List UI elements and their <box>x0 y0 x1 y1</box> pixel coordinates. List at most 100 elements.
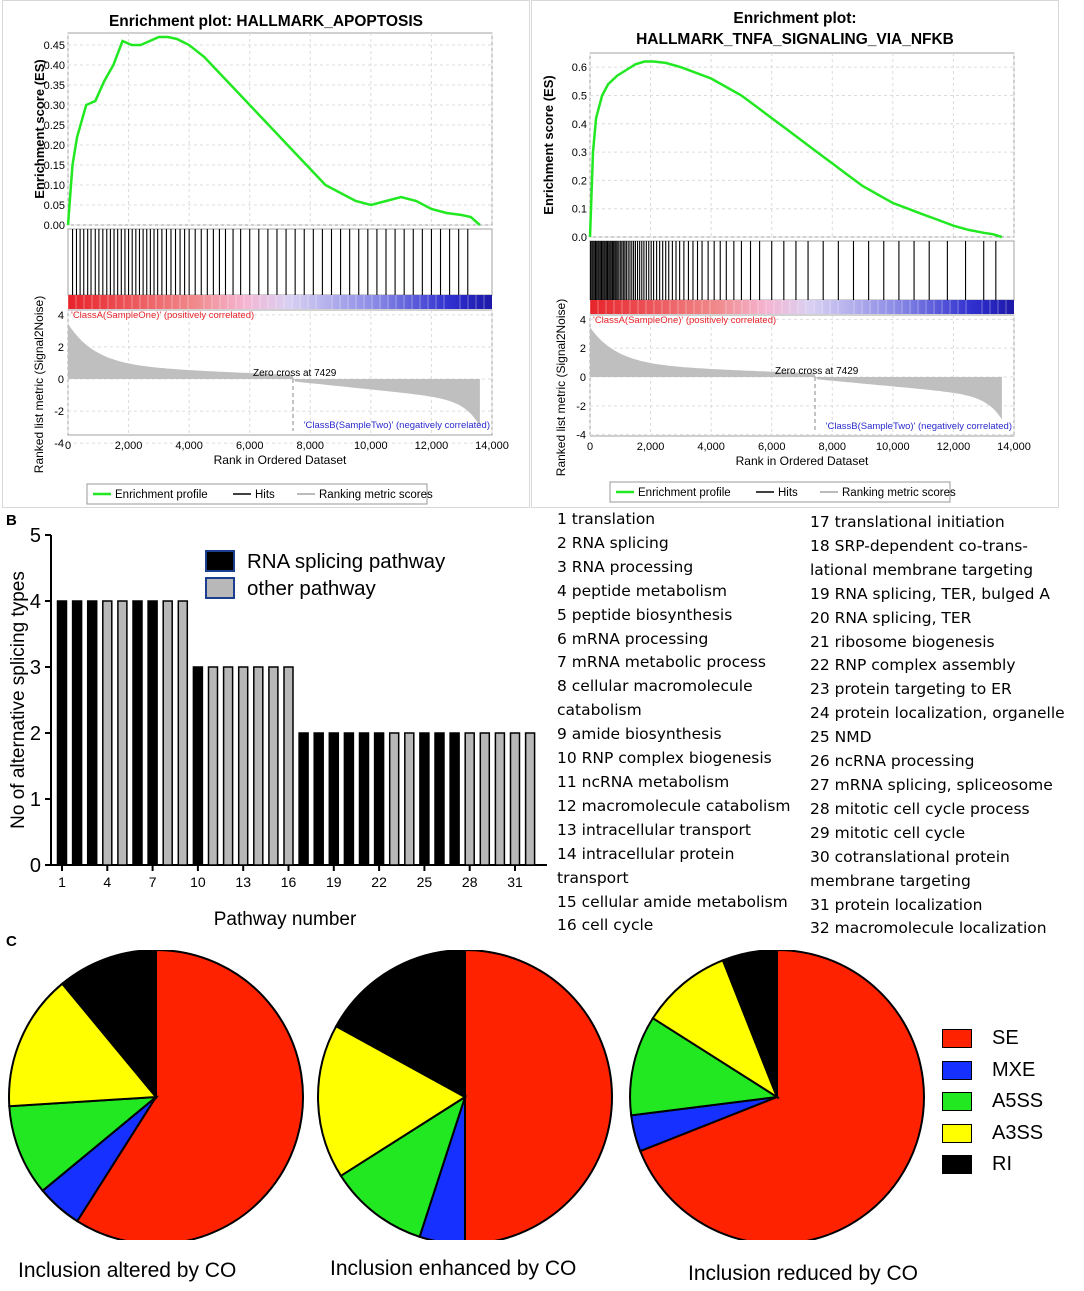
bar-ytick-label: 1 <box>30 789 41 811</box>
apoptosis-metric-ytick-label: 4 <box>58 310 64 322</box>
apoptosis-metric-ytick-label: 2 <box>58 342 64 354</box>
gsea-apoptosis-svg: 0.00 0.05 0.10 0.15 0.20 0.25 0.30 0.35 0.40 0.45… <box>32 32 509 505</box>
bar-pathway-29 <box>479 732 491 866</box>
pathway-col1-item: 7 mRNA metabolic process <box>557 653 766 672</box>
legend-item-se: SE <box>942 1023 1043 1055</box>
bar-xtick-label: 31 <box>507 874 523 890</box>
panel-c-label: C <box>6 933 17 950</box>
bar-xtick-label: 16 <box>281 874 297 890</box>
apoptosis-es-ytick-label: 0.45 <box>44 40 65 52</box>
apoptosis-xtick-label: 6,000 <box>236 440 264 452</box>
bar-xtick-label: 22 <box>371 874 387 890</box>
bar-pathway-12 <box>222 666 234 866</box>
bar-pathway-21 <box>358 732 370 866</box>
bar-pathway-16 <box>283 666 294 866</box>
apoptosis-xtick-label: 0 <box>65 440 71 452</box>
tnfa-positive-label: 'ClassA(SampleOne)' (positively correlat… <box>593 315 776 326</box>
legend-label-se: SE <box>992 1027 1019 1050</box>
apoptosis-es-ylabel: Enrichment score (ES) <box>32 59 47 198</box>
apoptosis-xtick-label: 14,000 <box>475 440 509 452</box>
pathway-col2-item: membrane targeting <box>810 871 971 890</box>
gsea-tnfa-title-line2: HALLMARK_TNFA_SIGNALING_VIA_NFKB <box>636 31 954 48</box>
pathway-list-col2: 17 translational initiation 18 SRP-depend… <box>810 511 1065 941</box>
gsea-tnfa-title-line1: Enrichment plot: <box>733 10 857 27</box>
bar-pathway-11 <box>207 666 219 866</box>
pathway-col1-item: 13 intracellular transport <box>557 820 751 839</box>
bar-pathway-23 <box>388 732 400 866</box>
bar-pathway-10 <box>192 666 204 866</box>
apoptosis-xtick-label: 8,000 <box>297 440 325 452</box>
apoptosis-legend-box <box>86 483 428 505</box>
pie-2-slice-a5ss <box>339 1094 467 1239</box>
pathway-col1-item: 11 ncRNA metabolism <box>557 772 730 791</box>
apoptosis-xtick-label: 2,000 <box>115 440 143 452</box>
tnfa-legend-box <box>609 481 951 503</box>
apoptosis-zero-cross-label: Zero cross at 7429 <box>253 368 337 379</box>
apoptosis-xlabel: Rank in Ordered Dataset <box>214 453 347 467</box>
pathway-col2-item: 21 ribosome biogenesis <box>810 632 995 651</box>
apoptosis-metric-ylabel: Ranked list metric (Signal2Noise) <box>32 296 46 473</box>
apoptosis-legend-hits-label: Hits <box>255 489 275 501</box>
tnfa-rank-color-bar <box>590 300 1014 314</box>
apoptosis-negative-label: 'ClassB(SampleTwo)' (negatively correlat… <box>304 420 490 431</box>
bar-pathway-26 <box>434 732 445 866</box>
bar-xlabel: Pathway number <box>214 909 357 930</box>
tnfa-xtick-label: 10,000 <box>876 441 910 453</box>
tnfa-metric-ytick-label: 0 <box>580 372 586 384</box>
bar-pathway-8 <box>162 600 173 866</box>
bar-ytick-label: 0 <box>30 855 41 877</box>
tnfa-es-curve <box>588 60 1003 239</box>
bar-legend-label-other: other pathway <box>247 577 377 600</box>
pathway-col2-item: 25 NMD <box>810 728 872 747</box>
legend-item-a3ss: A3SS <box>942 1118 1043 1150</box>
tnfa-metric-area <box>590 327 1002 420</box>
bar-pathway-15 <box>268 666 279 866</box>
pie-1-slice-a3ss <box>8 982 159 1108</box>
pathway-col1-item: 4 peptide metabolism <box>557 581 728 600</box>
tnfa-es-ytick-label: 0.3 <box>572 147 587 159</box>
bar-pathway-6 <box>132 600 143 866</box>
legend-label-ri: RI <box>992 1153 1012 1176</box>
pie-2-slice-se <box>464 950 613 1240</box>
pathway-col2-item: 32 macromolecule localization <box>810 919 1047 938</box>
pathway-col2-item: 29 mitotic cell cycle <box>810 823 966 842</box>
pathway-col1-item: transport <box>557 868 629 887</box>
apoptosis-metric-ytick-label: -2 <box>54 406 64 418</box>
apoptosis-es-ytick-label: 0.40 <box>44 60 65 72</box>
bar-pathway-31 <box>509 732 521 866</box>
bar-xtick-label: 10 <box>190 874 206 890</box>
bar-xtick-label: 19 <box>326 874 342 890</box>
bar-legend-swatch-splicing <box>205 550 235 572</box>
bar-pathway-7 <box>147 600 158 866</box>
pathway-col1-item: 15 cellular amide metabolism <box>557 892 788 911</box>
apoptosis-legend-es-label: Enrichment profile <box>115 489 208 501</box>
tnfa-zero-cross-label: Zero cross at 7429 <box>775 366 859 377</box>
tnfa-es-ytick-label: 0.5 <box>572 90 587 102</box>
tnfa-xtick-label: 4,000 <box>697 441 725 453</box>
tnfa-metric-ytick-label: -2 <box>576 401 586 413</box>
legend-item-mxe: MXE <box>942 1055 1043 1087</box>
tnfa-xtick-label: 0 <box>587 441 593 453</box>
bar-ytick-label: 4 <box>30 591 41 613</box>
pie-1-slice-a5ss <box>8 1095 160 1193</box>
pathway-col1-item: 1 translation <box>557 510 656 528</box>
pathway-col1-item: 10 RNP complex biogenesis <box>557 749 772 768</box>
apoptosis-positive-label: 'ClassA(SampleOne)' (positively correlat… <box>71 310 254 321</box>
pathway-col1-item: catabolism <box>557 701 642 720</box>
bar-pathway-9 <box>177 600 189 866</box>
tnfa-metric-ytick-label: -4 <box>576 430 586 442</box>
tnfa-hits-frame <box>589 240 1015 301</box>
pathway-col2-item: 18 SRP-dependent co-trans- <box>810 536 1028 555</box>
bar-pathway-1 <box>56 600 68 866</box>
tnfa-metric-ylabel: Ranked list metric (Signal2Noise) <box>554 299 568 476</box>
legend-item-a5ss: A5SS <box>942 1086 1043 1118</box>
bar-pathway-19 <box>328 732 340 866</box>
legend-swatch-ri <box>942 1155 972 1175</box>
pie-3-slice-se <box>639 950 925 1240</box>
bar-ytick-label: 3 <box>30 657 41 679</box>
bar-pathway-25 <box>419 732 430 866</box>
bar-xtick-label: 28 <box>462 874 478 890</box>
bar-pathway-27 <box>449 732 460 866</box>
pathway-col2-item: 17 translational initiation <box>810 513 1005 531</box>
bar-pathway-22 <box>373 732 385 866</box>
